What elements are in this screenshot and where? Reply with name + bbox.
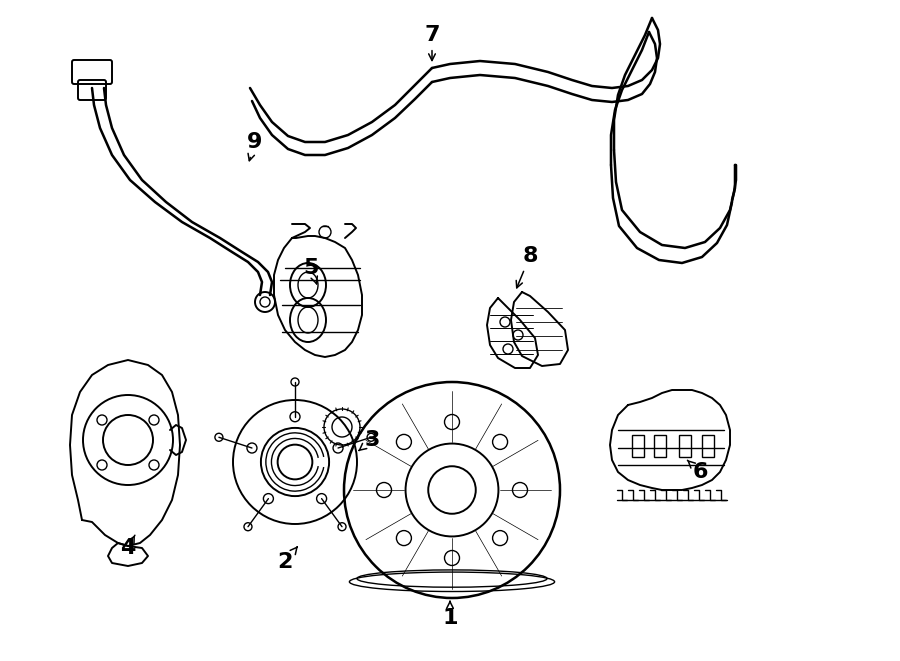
Text: 4: 4 — [121, 535, 136, 558]
Text: 2: 2 — [277, 547, 297, 572]
Bar — [679, 435, 691, 457]
Text: 8: 8 — [517, 246, 538, 288]
Text: 7: 7 — [424, 25, 440, 61]
Bar — [654, 435, 666, 457]
Text: 3: 3 — [359, 430, 380, 451]
Text: 6: 6 — [688, 460, 707, 482]
Text: 9: 9 — [248, 132, 263, 161]
Bar — [702, 435, 714, 457]
Text: 1: 1 — [442, 602, 458, 628]
Text: 5: 5 — [303, 258, 319, 284]
Bar — [632, 435, 644, 457]
